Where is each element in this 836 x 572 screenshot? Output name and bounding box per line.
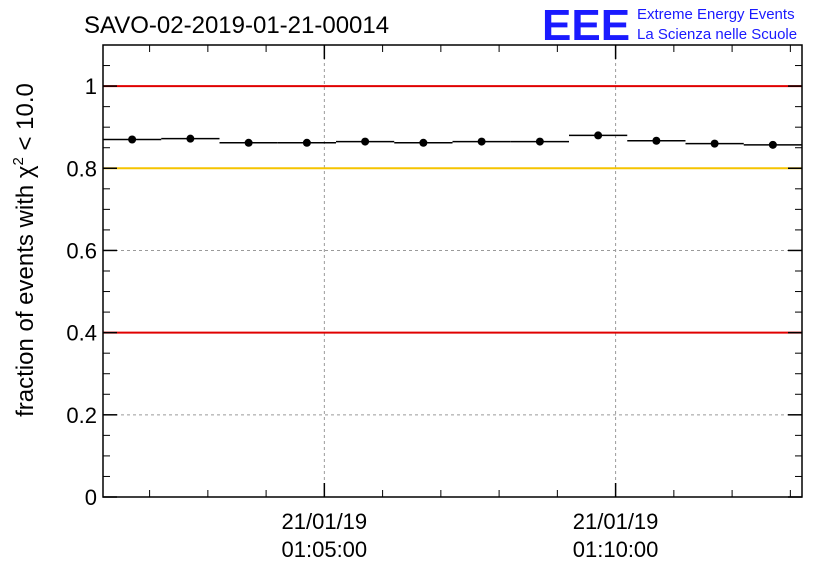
data-point	[186, 134, 195, 143]
plot-frame	[102, 44, 803, 498]
logo-mark: EEE	[542, 1, 630, 50]
data-series	[103, 131, 802, 149]
data-point	[244, 138, 253, 147]
x-tick-label-date: 21/01/19	[573, 509, 659, 534]
data-point	[419, 138, 428, 147]
data-point	[710, 139, 719, 148]
x-tick-label-time: 01:05:00	[282, 537, 368, 562]
y-tick-label: 0.8	[66, 156, 97, 181]
y-tick-label: 1	[85, 74, 97, 99]
y-axis-label-suffix: < 10.0	[12, 83, 39, 157]
data-point	[361, 137, 370, 146]
y-tick-label: 0.2	[66, 403, 97, 428]
logo-line-2: La Scienza nelle Scuole	[637, 26, 797, 43]
y-tick-label: 0	[85, 485, 97, 510]
x-tick-label-date: 21/01/19	[282, 509, 368, 534]
y-axis-label-sup: 2	[10, 157, 27, 165]
axes: 0 0.2 0.4 0.6 0.8 1 21/01/19 01:05:00 21/01/19 01…	[66, 44, 803, 562]
y-tick-label: 0.6	[66, 238, 97, 263]
data-point	[652, 136, 661, 145]
y-axis-label: fraction of events with χ2 < 10.0	[10, 83, 39, 417]
data-point	[594, 131, 603, 140]
y-tick-label: 0.4	[66, 321, 97, 346]
logo-line-1: Extreme Energy Events	[637, 6, 795, 23]
data-point	[768, 140, 777, 149]
data-point	[477, 137, 486, 146]
chart-title: SAVO-02-2019-01-21-00014	[84, 12, 389, 39]
data-point	[302, 138, 311, 147]
x-tick-label-time: 01:10:00	[573, 537, 659, 562]
grid-layer	[103, 45, 802, 497]
data-point	[535, 137, 544, 146]
data-point	[128, 135, 137, 144]
reference-lines	[103, 85, 802, 334]
eee-logo: EEE Extreme Energy Events La Scienza nel…	[542, 1, 797, 50]
y-axis-label-prefix: fraction of events with χ	[12, 165, 39, 417]
